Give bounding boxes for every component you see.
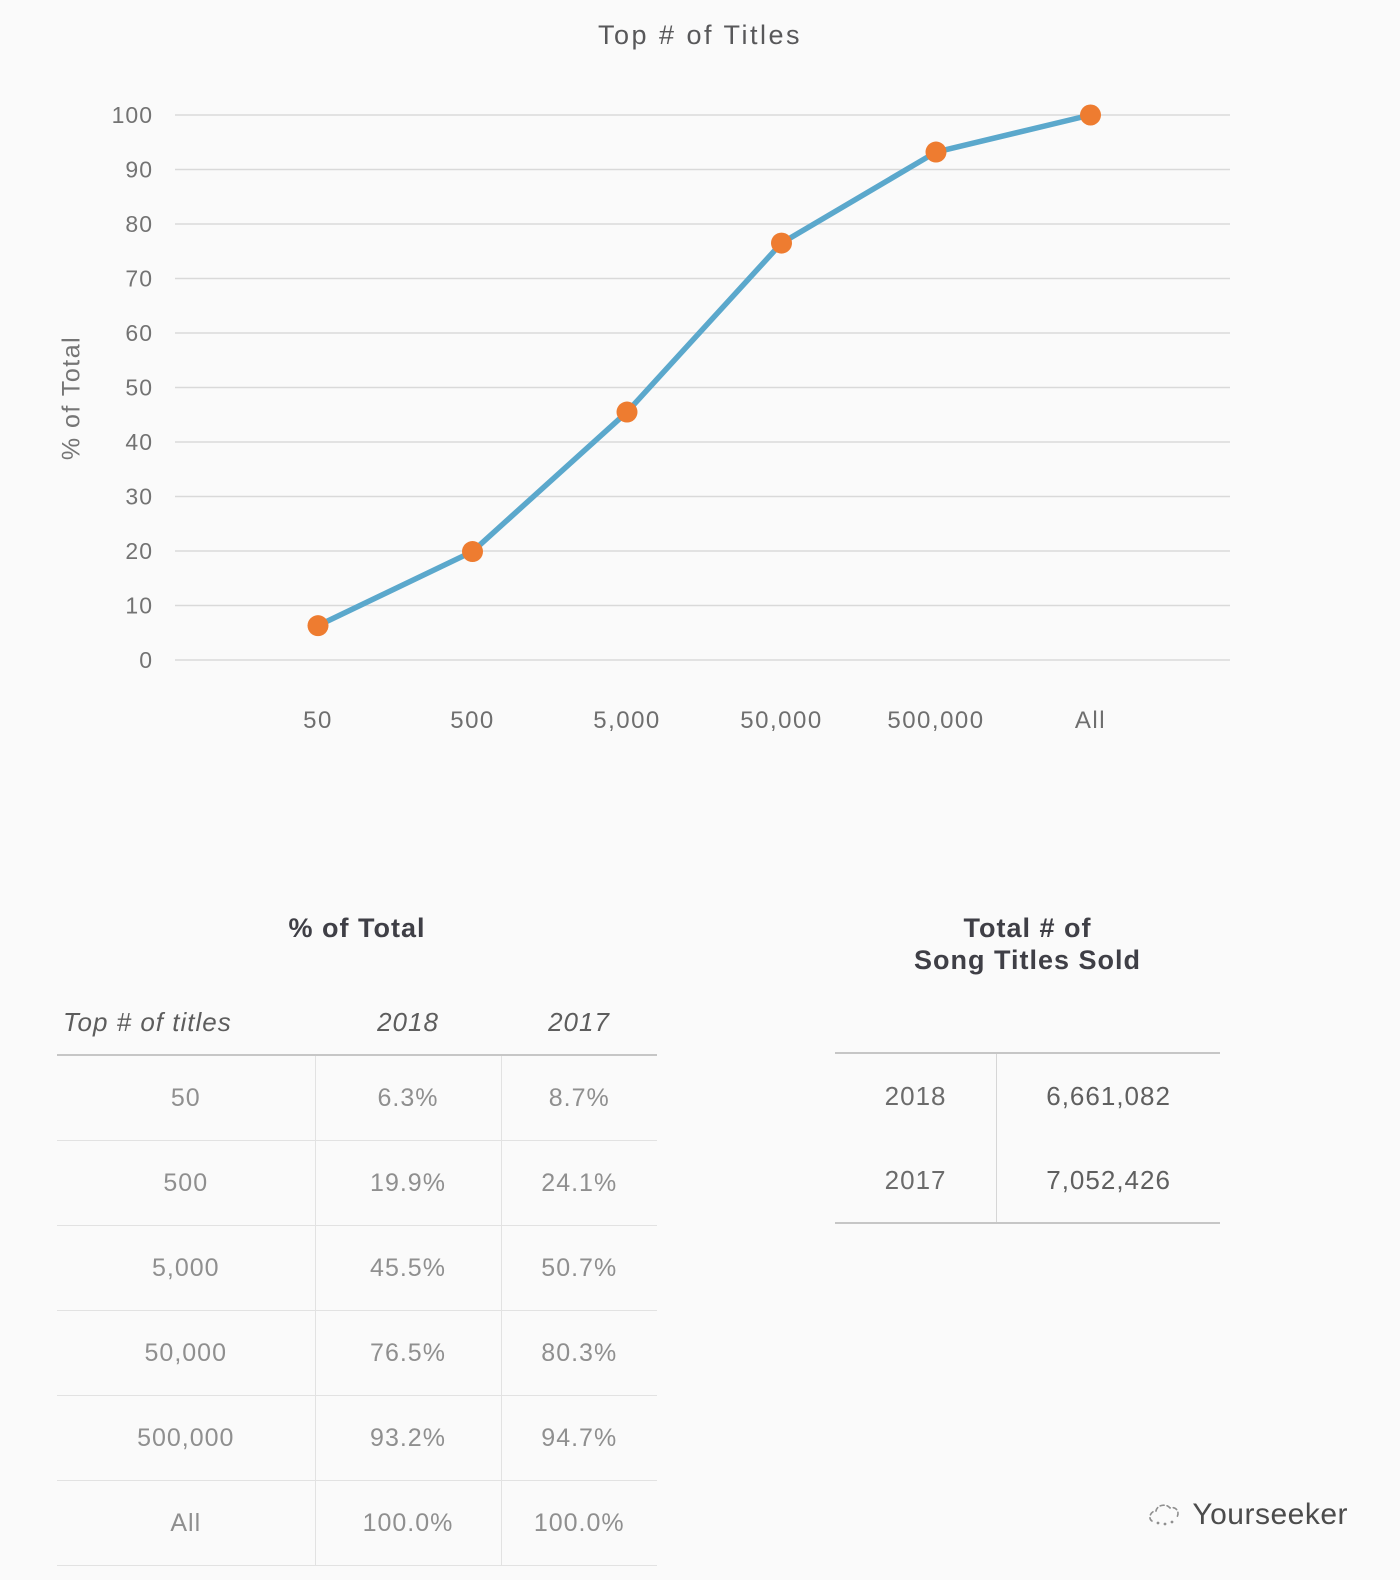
pct-table-cell: 76.5%: [314, 1310, 501, 1396]
totals-table-section: Total # of Song Titles Sold 2018 6,661,08…: [835, 912, 1220, 1224]
pct-table-row: 500,000 93.2% 94.7%: [57, 1395, 657, 1481]
pct-table-cell: 80.3%: [500, 1310, 657, 1396]
totals-table-cell: 2017: [884, 1164, 947, 1195]
x-tick-label: 50,000: [740, 707, 822, 734]
pct-table-cell: 94.7%: [500, 1395, 657, 1481]
pct-table-row: 500 19.9% 24.1%: [57, 1140, 657, 1226]
y-tick-label: 20: [125, 538, 153, 564]
chart-title: Top # of Titles: [597, 20, 803, 50]
y-tick-label: 40: [125, 429, 153, 455]
pct-column-header: 2018: [315, 989, 501, 1056]
line-chart-svg: 0 10 20 30 40 50 60 70 80 90 100 50 500 5,000 50,000 50…: [112, 102, 1230, 734]
pct-table-cell: 6.3%: [314, 1055, 501, 1141]
pct-table-cell: 500,000: [57, 1395, 315, 1481]
totals-table-title: Total # of Song Titles Sold: [835, 912, 1220, 976]
y-tick-label: 80: [125, 211, 153, 237]
y-tick-label: 60: [125, 320, 153, 346]
pct-table-row: 5,000 45.5% 50.7%: [57, 1225, 657, 1311]
pct-table-cell: 50,000: [57, 1310, 315, 1396]
pct-table-cell: 8.7%: [500, 1055, 657, 1141]
pct-table: Top # of titles 2018 2017 50 6.3% 8.7% 500 19.…: [57, 989, 657, 1566]
pct-table-cell: 19.9%: [314, 1140, 501, 1226]
data-point: [771, 232, 792, 254]
pct-table-cell: 93.2%: [314, 1395, 501, 1481]
pct-table-cell: 100.0%: [314, 1480, 501, 1566]
pct-table-cell: All: [57, 1480, 315, 1566]
data-point: [925, 141, 947, 163]
pct-table-row: 50 6.3% 8.7%: [57, 1055, 657, 1141]
data-point: [462, 541, 483, 563]
x-tick-label: 500: [450, 707, 495, 734]
x-tick-label: All: [1075, 707, 1106, 734]
totals-table-cell: 7,052,426: [996, 1138, 1220, 1223]
pct-table-cell: 500: [57, 1140, 315, 1226]
y-tick-label: 0: [139, 647, 153, 673]
pct-table-cell: 50.7%: [500, 1225, 657, 1311]
pct-table-cell: 100.0%: [500, 1480, 657, 1566]
totals-table-cell: 2018: [884, 1080, 947, 1111]
data-point: [616, 401, 638, 423]
pct-table-cell: 50: [57, 1055, 315, 1141]
pct-table-row: All 100.0% 100.0%: [57, 1480, 657, 1566]
pct-table-title: % of Total: [288, 913, 426, 943]
pct-table-cell: 45.5%: [314, 1225, 501, 1311]
pct-table-cell: 24.1%: [500, 1140, 657, 1226]
y-tick-label: 50: [125, 375, 153, 401]
totals-table-row: 2017 7,052,426: [835, 1138, 1220, 1223]
pct-column-header: Top # of titles: [57, 989, 315, 1056]
totals-table-row: 2018 6,661,082: [835, 1053, 1220, 1138]
x-tick-label: 50: [303, 707, 333, 734]
trend-line: [315, 112, 1094, 629]
pct-column-header: 2017: [501, 989, 657, 1056]
chart-section: Top # of Titles % of Total 0 10 20 30 40 50 60…: [58, 20, 1230, 734]
pct-table-row: 50,000 76.5% 80.3%: [57, 1310, 657, 1396]
data-point: [307, 615, 329, 637]
x-tick-label: 5,000: [593, 707, 661, 734]
totals-title-line2: Song Titles Sold: [913, 945, 1142, 975]
x-tick-label: 500,000: [887, 707, 984, 734]
y-tick-label: 100: [112, 102, 153, 128]
y-tick-label: 90: [125, 157, 153, 183]
y-tick-label: 10: [125, 593, 153, 619]
data-point: [1080, 104, 1101, 126]
totals-title-line1: Total # of: [963, 913, 1092, 943]
pct-table-cell: 5,000: [57, 1225, 315, 1311]
y-tick-label: 30: [125, 484, 153, 510]
yourseeker-brand-text: Yourseeker: [1192, 1498, 1348, 1531]
pct-table-section: % of Total Top # of titles 2018 2017 50 6.3…: [57, 912, 657, 1566]
totals-table-cell: 6,661,082: [996, 1053, 1220, 1138]
yourseeker-logo-icon: [1146, 1499, 1182, 1531]
totals-table: 2018 6,661,082 2017 7,052,426: [835, 1052, 1220, 1224]
y-tick-label: 70: [125, 266, 153, 292]
yourseeker-logo: Yourseeker: [1146, 1498, 1348, 1532]
pct-table-header-row: Top # of titles 2018 2017: [57, 989, 657, 1056]
